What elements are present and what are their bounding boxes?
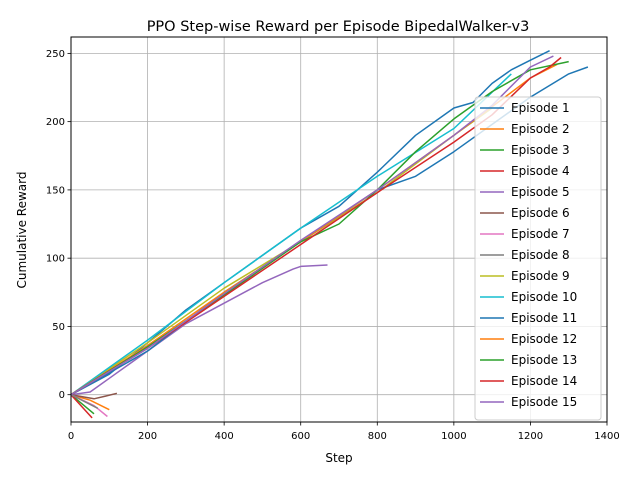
legend-label: Episode 14	[511, 374, 577, 388]
x-tick-label: 1200	[518, 431, 543, 442]
series-line-episode-10	[71, 73, 512, 396]
y-axis-label: Cumulative Reward	[15, 172, 29, 289]
x-axis-label: Step	[325, 451, 352, 465]
x-tick-label: 0	[68, 431, 74, 442]
legend-label: Episode 10	[511, 290, 577, 304]
y-tick-label: 100	[46, 254, 65, 265]
y-tick-label: 250	[46, 49, 65, 60]
legend-label: Episode 9	[511, 269, 570, 283]
y-tick-label: 200	[46, 117, 65, 128]
axis-ticks: 0 200 400 600 800 1000 1200 1400 0 50 100 150 200 250	[46, 49, 620, 442]
series-line-episode-5	[71, 264, 328, 396]
legend-label: Episode 15	[511, 395, 577, 409]
series-line-episode-14	[71, 56, 562, 396]
y-tick-label: 0	[59, 390, 65, 401]
y-tick-label: 50	[52, 322, 65, 333]
legend: Episode 1 Episode 2 Episode 3 Episode 4 Epis…	[474, 96, 602, 421]
legend-label: Episode 5	[511, 185, 570, 199]
series-line-episode-8	[71, 394, 99, 409]
series-line-episode-6	[71, 392, 118, 400]
legend-label: Episode 13	[511, 353, 577, 367]
x-tick-label: 800	[368, 431, 387, 442]
plot-area-frame	[70, 36, 608, 423]
x-tick-label: 200	[138, 431, 157, 442]
legend-label: Episode 11	[511, 311, 577, 325]
legend-label: Episode 3	[511, 143, 570, 157]
legend-label: Episode 7	[511, 227, 570, 241]
legend-label: Episode 6	[511, 206, 570, 220]
series-lines	[71, 50, 589, 419]
legend-label: Episode 12	[511, 332, 577, 346]
x-tick-label: 1000	[441, 431, 466, 442]
x-tick-label: 400	[215, 431, 234, 442]
legend-box	[474, 96, 602, 421]
x-tick-label: 600	[291, 431, 310, 442]
y-tick-label: 150	[46, 185, 65, 196]
chart-title: PPO Step-wise Reward per Episode Bipedal…	[147, 19, 530, 35]
legend-label: Episode 4	[511, 164, 570, 178]
legend-label: Episode 8	[511, 248, 570, 262]
legend-label: Episode 2	[511, 122, 570, 136]
x-tick-label: 1400	[594, 431, 619, 442]
legend-label: Episode 1	[511, 101, 570, 115]
series-line-episode-4	[71, 394, 93, 419]
series-line-episode-15	[71, 55, 554, 396]
